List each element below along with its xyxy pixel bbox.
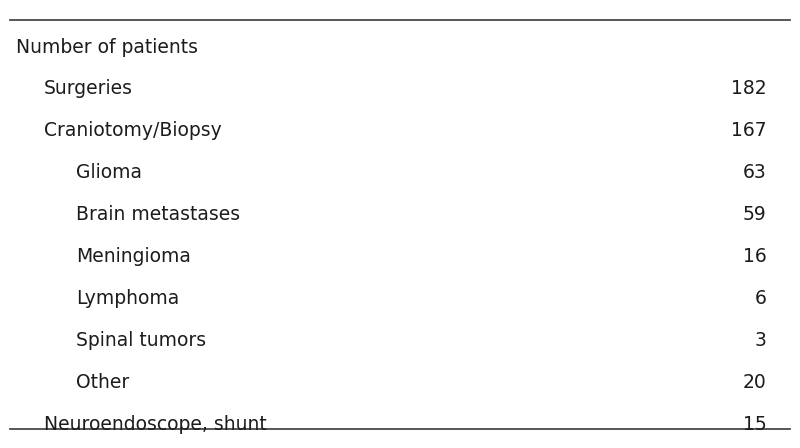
Text: Lymphoma: Lymphoma (76, 289, 179, 308)
Text: Glioma: Glioma (76, 163, 142, 182)
Text: 3: 3 (754, 331, 766, 350)
Text: 20: 20 (742, 373, 766, 392)
Text: 16: 16 (742, 247, 766, 266)
Text: Brain metastases: Brain metastases (76, 205, 240, 224)
Text: 59: 59 (742, 205, 766, 224)
Text: 167: 167 (730, 121, 766, 140)
Text: Spinal tumors: Spinal tumors (76, 331, 206, 350)
Text: 15: 15 (742, 414, 766, 434)
Text: Surgeries: Surgeries (44, 79, 133, 99)
Text: Number of patients: Number of patients (16, 38, 198, 56)
Text: 6: 6 (754, 289, 766, 308)
Text: 182: 182 (730, 79, 766, 99)
Text: Meningioma: Meningioma (76, 247, 191, 266)
Text: Other: Other (76, 373, 130, 392)
Text: Craniotomy/Biopsy: Craniotomy/Biopsy (44, 121, 222, 140)
Text: 63: 63 (742, 163, 766, 182)
Text: Neuroendoscope, shunt: Neuroendoscope, shunt (44, 414, 266, 434)
